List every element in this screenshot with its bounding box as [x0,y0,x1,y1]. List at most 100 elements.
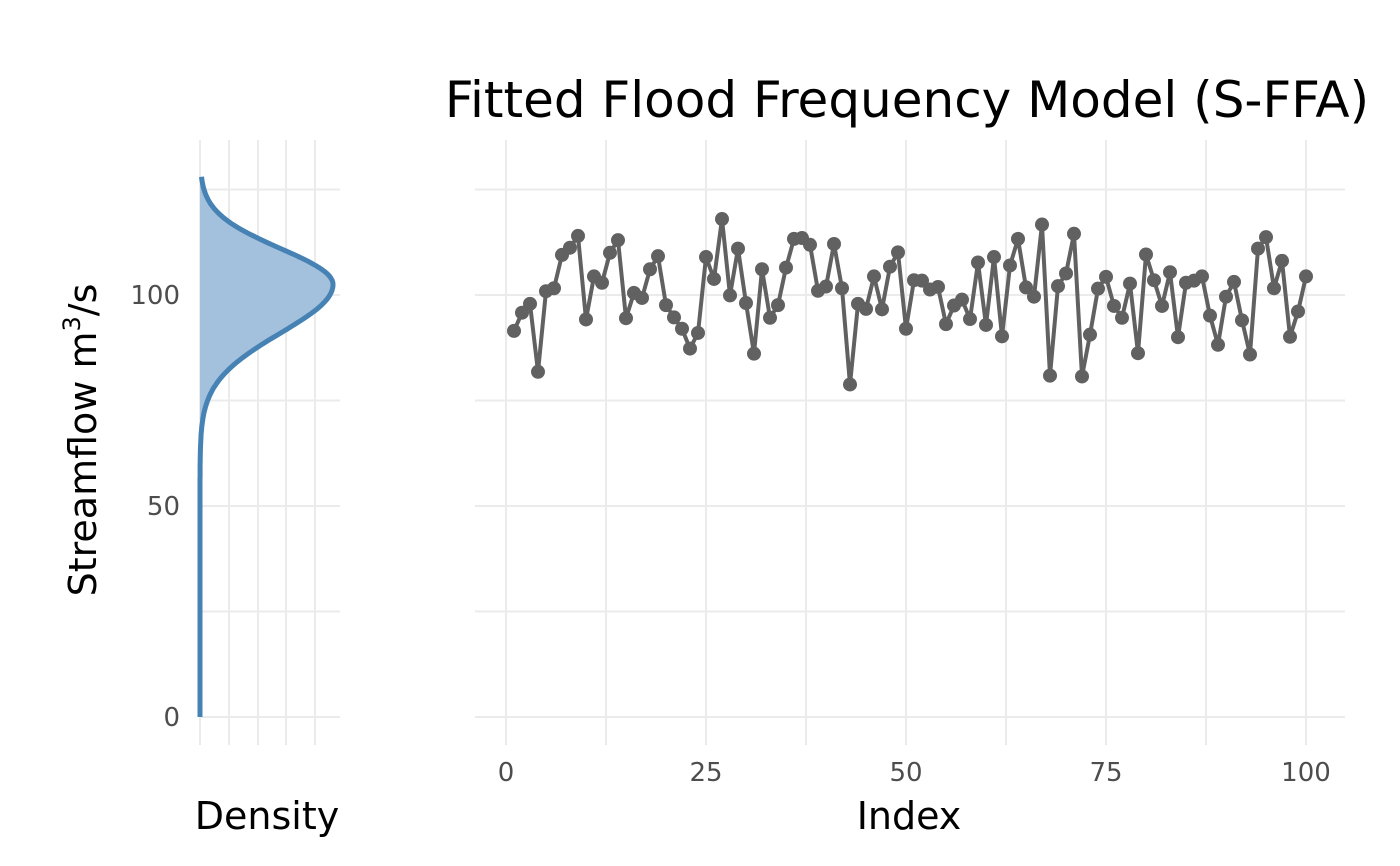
data-point [571,228,585,243]
x-tick-label: 100 [1281,758,1331,788]
density-x-axis-title: Density [195,794,339,838]
data-point [875,302,889,317]
data-point [899,321,913,336]
data-point [723,288,737,303]
x-tick-label: 0 [498,758,515,788]
data-point [603,245,617,260]
data-point [1123,276,1137,291]
data-point [507,323,521,338]
data-point [1035,217,1049,232]
x-tick-label: 75 [1089,758,1122,788]
data-point [1075,369,1089,384]
time-series-panel: 0 25 50 75 100 [475,140,1345,788]
data-point [691,325,705,340]
data-point [979,317,993,332]
data-point [1211,337,1225,352]
data-point [963,312,977,327]
data-point [1059,266,1073,281]
data-point [1267,281,1281,296]
data-point [971,255,985,270]
series-line [512,217,1308,387]
data-point [1251,241,1265,256]
data-point [1227,274,1241,289]
data-point [715,212,729,227]
data-point [763,310,777,325]
data-point [867,269,881,284]
y-axis-title-main: Streamflow m [61,332,105,597]
data-point [1163,265,1177,280]
data-point [595,275,609,290]
y-axis-title-tail: /s [61,284,105,317]
data-point [635,290,649,305]
data-point [515,305,529,320]
data-point [523,296,537,311]
data-point [579,312,593,327]
data-point [755,262,769,277]
main-x-axis-title: Index [857,794,962,838]
x-tick-label: 25 [689,758,722,788]
y-tick-label: 100 [130,281,180,311]
data-point [1219,289,1233,304]
data-point [739,296,753,311]
data-point [619,311,633,326]
data-point [1139,247,1153,262]
data-point [1203,308,1217,323]
data-point [995,329,1009,344]
data-point [1235,313,1249,328]
data-point [771,298,785,313]
data-point [1155,298,1169,313]
data-point [859,301,873,316]
data-point [1131,346,1145,361]
density-curve [197,176,336,718]
data-point [1299,269,1313,284]
data-point [659,298,673,313]
y-tick-label: 0 [163,703,180,733]
data-point [915,273,929,288]
data-point [1147,273,1161,288]
data-point [1259,230,1273,245]
data-point [1091,281,1105,296]
data-point [883,259,897,274]
data-point [531,364,545,379]
data-point [1195,269,1209,284]
data-point [547,281,561,296]
data-point [939,317,953,332]
data-point [779,260,793,275]
data-point [611,233,625,248]
data-point [699,250,713,265]
data-point [931,279,945,294]
data-point [1099,269,1113,284]
y-axis-title-superscript: 3 [58,316,86,331]
y-tick-label: 50 [147,492,180,522]
data-point [707,271,721,286]
data-point [1003,258,1017,273]
data-point [731,241,745,256]
data-point [1067,226,1081,241]
data-point [1019,280,1033,295]
data-point [1051,279,1065,294]
data-point [1011,231,1025,246]
data-point [827,236,841,251]
density-panel: 0 50 100 [130,140,340,745]
data-point [1115,310,1129,325]
data-point [563,240,577,255]
data-point [651,249,665,264]
x-tick-label: 50 [889,758,922,788]
data-point [987,250,1001,265]
data-point [747,346,761,361]
data-point [1043,368,1057,383]
data-point [803,237,817,252]
y-axis-title: Streamflow m3/s [58,284,105,597]
data-point [1243,347,1257,362]
data-point [955,292,969,307]
data-point [667,310,681,325]
data-point [1107,298,1121,313]
data-point [1027,289,1041,304]
data-point [643,262,657,277]
data-point [1171,330,1185,345]
data-point [891,245,905,260]
data-point [835,281,849,296]
data-point [843,377,857,392]
data-point [1275,253,1289,268]
